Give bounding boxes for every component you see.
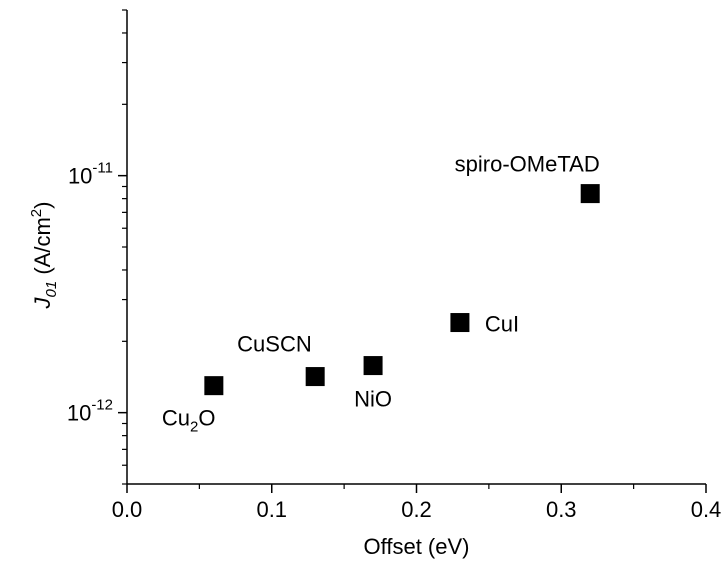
x-tick-label: 0.1 bbox=[256, 497, 287, 522]
x-axis-ticks: 0.0 0.1 0.2 0.3 0.4 bbox=[112, 484, 721, 522]
data-point-label: spiro-OMeTAD bbox=[455, 152, 600, 177]
y-tick-base: 10 bbox=[67, 401, 91, 426]
data-point-marker bbox=[450, 313, 470, 333]
y-tick-exponent: -11 bbox=[92, 160, 113, 177]
y-axis-symbol-subscript: 01 bbox=[43, 281, 60, 298]
x-tick-label: 0.0 bbox=[112, 497, 143, 522]
y-axis-unit: (A/cm bbox=[30, 217, 55, 281]
y-tick-label: 10-12 bbox=[67, 397, 113, 426]
data-point-label: NiO bbox=[354, 387, 392, 412]
data-point-labels: Cu2O CuSCN NiO CuI spiro-OMeTAD bbox=[162, 152, 600, 436]
x-tick-label: 0.2 bbox=[401, 497, 432, 522]
x-tick-label: 0.3 bbox=[546, 497, 577, 522]
x-axis-label: Offset (eV) bbox=[364, 534, 470, 559]
x-tick-label: 0.4 bbox=[691, 497, 721, 522]
y-axis-symbol: J bbox=[30, 296, 55, 309]
data-points bbox=[204, 184, 600, 396]
y-axis-unit-superscript: 2 bbox=[28, 209, 45, 217]
y-tick-exponent: -12 bbox=[91, 397, 113, 414]
y-tick-base: 10 bbox=[68, 164, 92, 189]
data-point-label: Cu2O bbox=[162, 406, 216, 436]
data-point-label: CuSCN bbox=[237, 332, 312, 357]
data-point-marker bbox=[363, 356, 383, 376]
y-tick-label: 10-11 bbox=[68, 160, 113, 189]
y-axis-unit-close: ) bbox=[30, 202, 55, 209]
data-point-marker bbox=[204, 376, 224, 396]
data-point-label: CuI bbox=[485, 312, 519, 337]
data-point-marker bbox=[580, 184, 600, 204]
data-point-marker bbox=[305, 367, 325, 387]
y-axis-label: J01 (A/cm2) bbox=[28, 202, 60, 310]
